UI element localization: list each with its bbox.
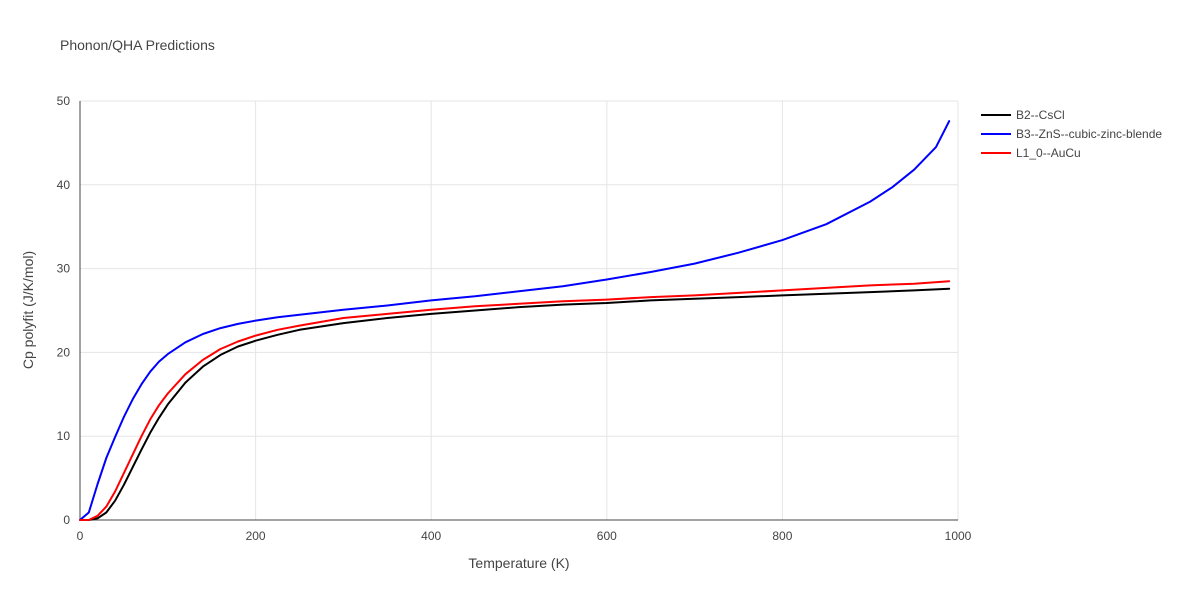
x-tick-label: 0 <box>77 529 84 543</box>
legend-label: L1_0--AuCu <box>1016 146 1081 160</box>
x-tick-label: 600 <box>597 529 617 543</box>
y-axis-ticks: 0 10 20 30 40 50 <box>57 94 71 527</box>
grid <box>80 100 959 520</box>
y-tick-label: 10 <box>57 429 71 443</box>
x-tick-label: 400 <box>421 529 441 543</box>
x-tick-label: 1000 <box>945 529 972 543</box>
x-axis-title: Temperature (K) <box>468 555 569 571</box>
legend-item[interactable]: B3--ZnS--cubic-zinc-blende <box>981 127 1162 141</box>
zero-lines <box>79 101 958 521</box>
chart-title: Phonon/QHA Predictions <box>60 37 215 53</box>
y-tick-label: 40 <box>57 178 71 192</box>
legend-label: B3--ZnS--cubic-zinc-blende <box>1016 127 1162 141</box>
x-tick-label: 800 <box>772 529 792 543</box>
legend-item[interactable]: B2--CsCl <box>981 108 1065 122</box>
y-tick-label: 50 <box>57 94 71 108</box>
y-tick-label: 0 <box>63 513 70 527</box>
x-axis-ticks: 0 200 400 600 800 1000 <box>77 529 972 543</box>
y-tick-label: 20 <box>57 345 71 359</box>
legend-item[interactable]: L1_0--AuCu <box>981 146 1081 160</box>
legend[interactable]: B2--CsCl B3--ZnS--cubic-zinc-blende L1_0--… <box>981 108 1162 160</box>
x-tick-label: 200 <box>246 529 266 543</box>
series-line-0[interactable] <box>79 287 951 521</box>
series-line-1[interactable] <box>79 120 951 521</box>
series-line-2[interactable] <box>79 280 951 521</box>
plot-area <box>79 120 951 521</box>
y-axis-title: Cp polyfit (J/K/mol) <box>20 251 36 369</box>
legend-label: B2--CsCl <box>1016 108 1065 122</box>
y-tick-label: 30 <box>57 262 71 276</box>
